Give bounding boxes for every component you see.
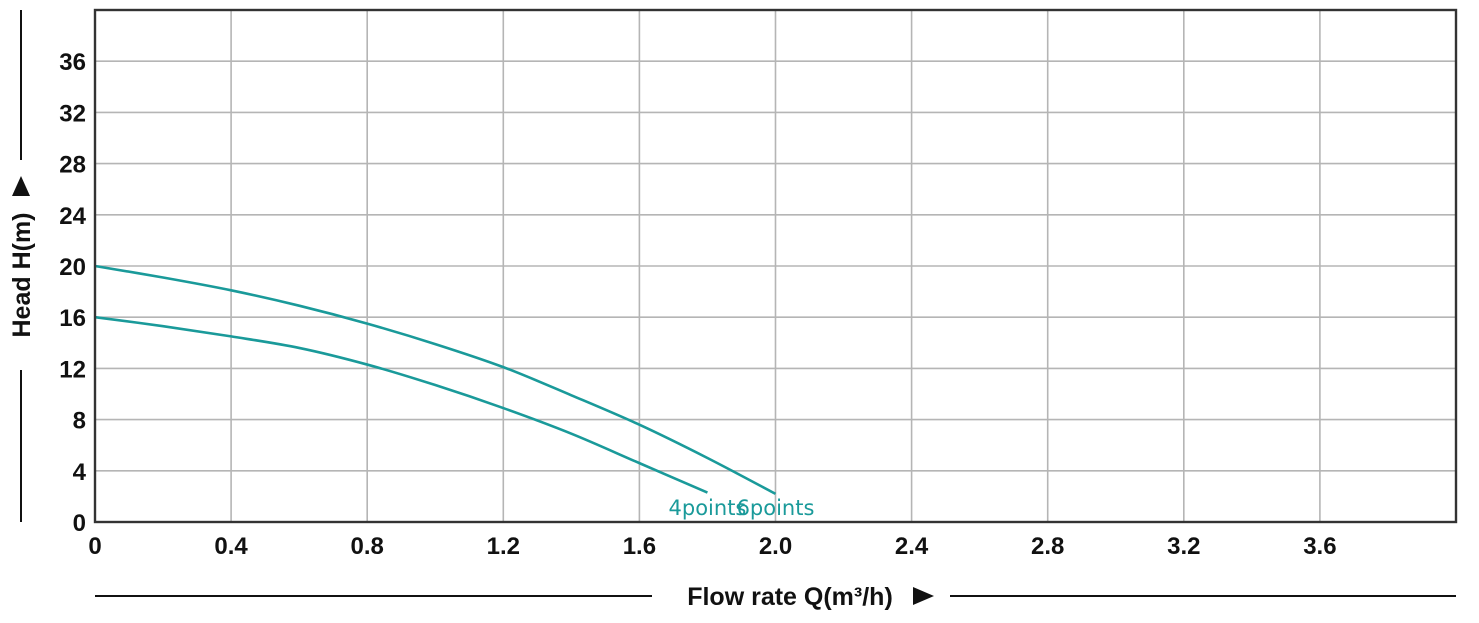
y-tick-label: 12 [59, 356, 86, 383]
y-tick-label: 24 [59, 203, 86, 230]
x-tick-label: 0.8 [351, 533, 384, 560]
x-axis-arrow-icon [913, 587, 934, 605]
x-tick-label: 0 [88, 533, 101, 560]
series-label-6points: 6points [737, 496, 815, 520]
y-tick-label: 28 [59, 152, 86, 179]
y-tick-label: 0 [73, 510, 86, 537]
x-tick-label: 2.4 [895, 533, 929, 560]
x-tick-label: 2.0 [759, 533, 792, 560]
x-tick-label: 1.6 [623, 533, 656, 560]
y-tick-labels: 0 4 8 12 16 20 24 28 32 36 [59, 49, 86, 537]
x-tick-label: 2.8 [1031, 533, 1064, 560]
grid-lines [95, 9, 1457, 522]
series-curves [94, 264, 777, 495]
series-line-4points [94, 315, 708, 494]
y-tick-label: 32 [59, 100, 86, 127]
x-tick-label: 3.6 [1303, 533, 1336, 560]
y-axis-arrow-icon [12, 176, 30, 196]
series-label-4points: 4points [669, 496, 747, 520]
y-tick-label: 20 [59, 254, 86, 281]
series-line-6points [94, 264, 777, 495]
y-tick-label: 16 [59, 305, 86, 332]
y-tick-label: 36 [59, 49, 86, 76]
x-tick-label: 3.2 [1167, 533, 1200, 560]
x-tick-labels: 0 0.4 0.8 1.2 1.6 2.0 2.4 2.8 3.2 3.6 [88, 533, 1336, 560]
x-tick-label: 0.4 [214, 533, 248, 560]
y-tick-label: 8 [73, 408, 86, 435]
y-tick-label: 4 [73, 459, 87, 486]
y-axis-title: Head H(m) [8, 212, 36, 337]
plot-frame [93, 8, 1458, 524]
x-axis-title: Flow rate Q(m³/h) [687, 583, 893, 611]
x-tick-label: 1.2 [487, 533, 520, 560]
